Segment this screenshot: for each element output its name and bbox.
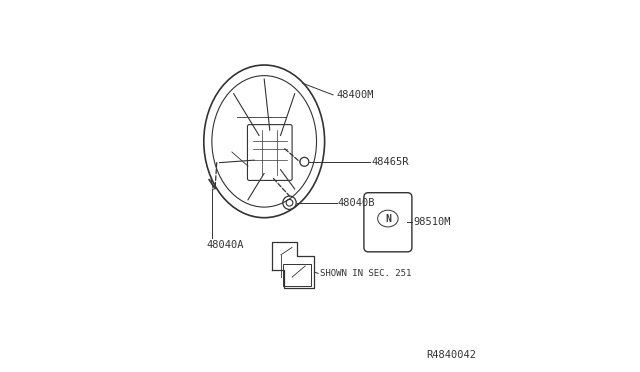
Bar [283,264,310,286]
Text: SHOWN IN SEC. 251: SHOWN IN SEC. 251 [320,269,412,278]
Text: N: N [385,214,391,224]
Text: 48465R: 48465R [371,157,409,167]
Text: 48040B: 48040B [338,198,375,208]
Text: R4840042: R4840042 [426,350,476,360]
Text: 48040A: 48040A [207,240,244,250]
Text: 48400M: 48400M [337,90,374,100]
Text: 98510M: 98510M [413,217,451,227]
